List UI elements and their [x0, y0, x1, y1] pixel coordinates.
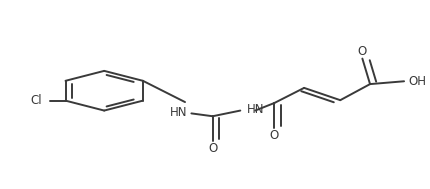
Text: HN: HN: [247, 103, 264, 116]
Text: Cl: Cl: [31, 94, 42, 107]
Text: O: O: [270, 129, 279, 142]
Text: O: O: [358, 45, 367, 57]
Text: OH: OH: [408, 75, 426, 88]
Text: HN: HN: [170, 106, 187, 119]
Text: O: O: [208, 142, 217, 155]
